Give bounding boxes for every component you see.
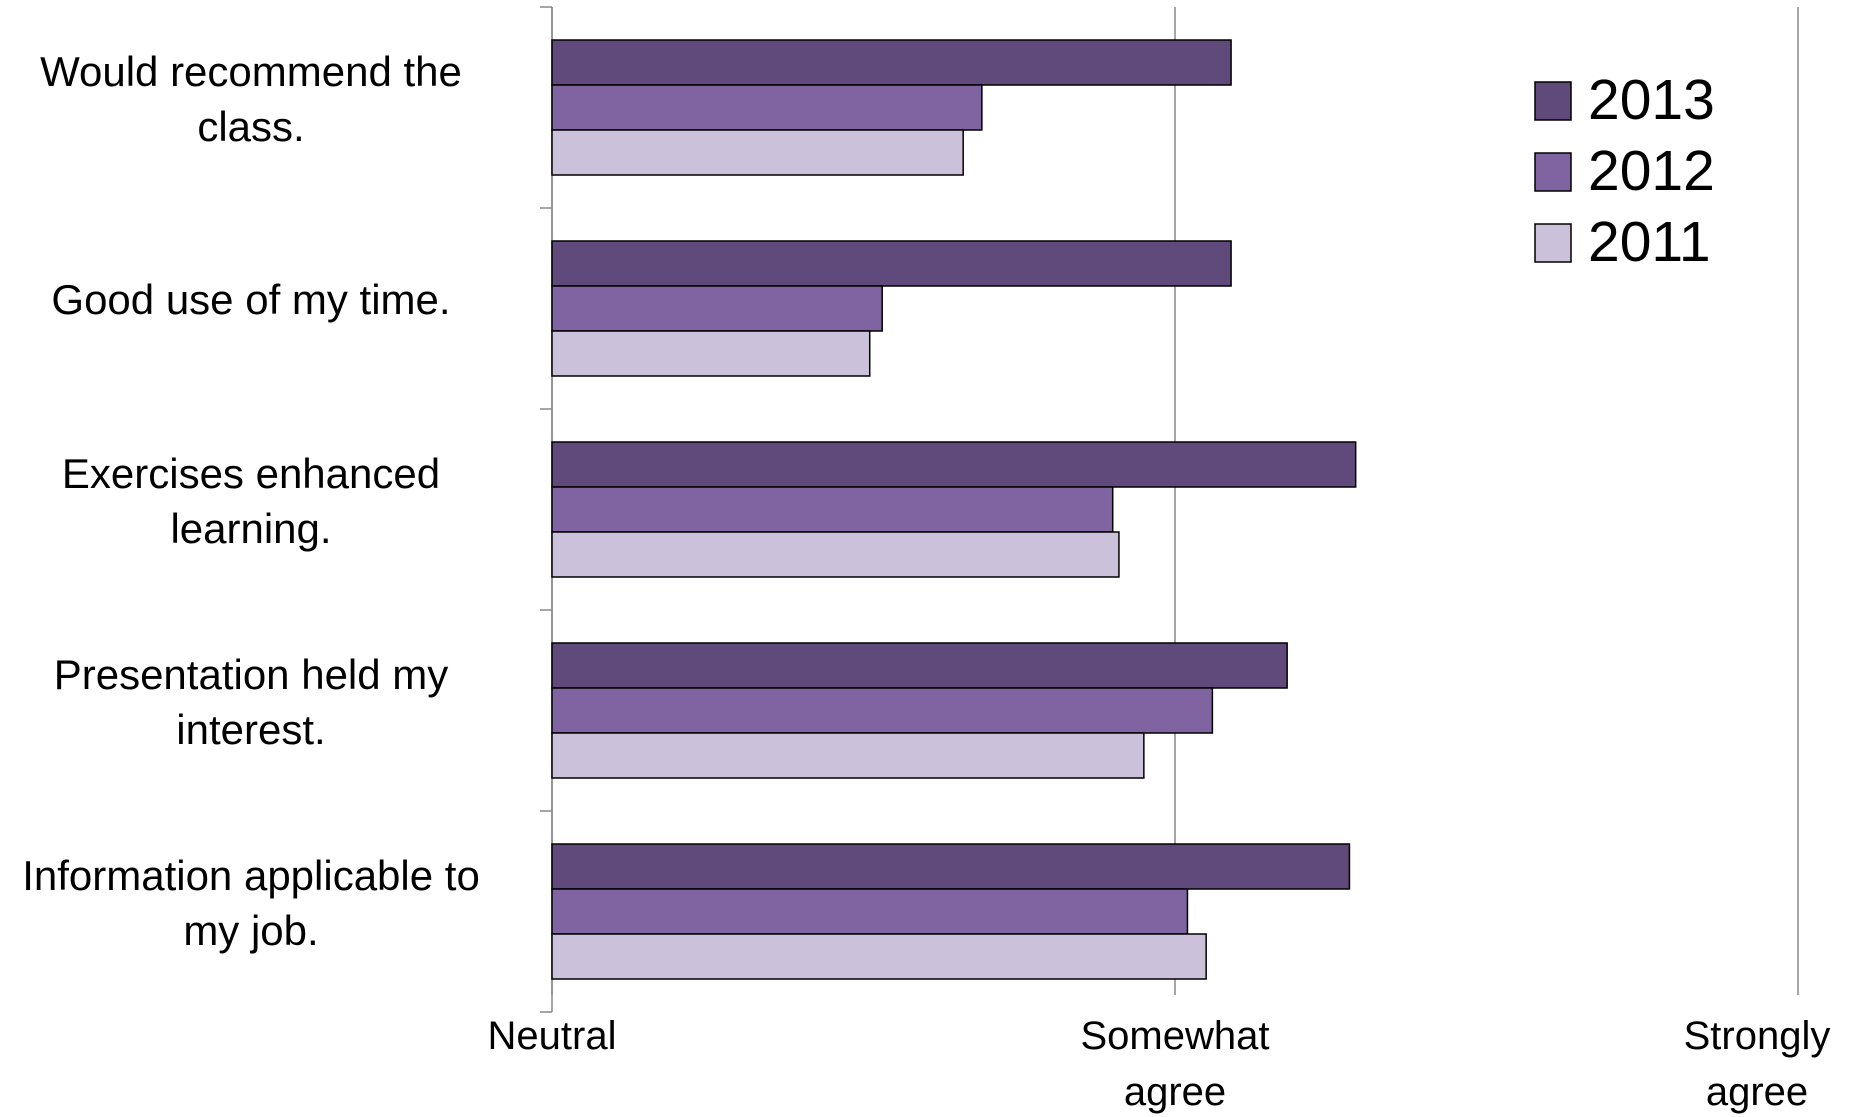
legend-swatch (1534, 223, 1572, 263)
bar (551, 642, 1288, 689)
bar (551, 732, 1145, 779)
bar (551, 330, 871, 377)
bar (551, 486, 1114, 533)
x-tick-label: Neutral (487, 1014, 617, 1058)
bar (551, 531, 1120, 578)
bar (551, 39, 1232, 86)
y-tick-label: Presentation held my interest. (53, 651, 449, 753)
bar (551, 687, 1214, 734)
bar (551, 240, 1232, 287)
bar (551, 129, 964, 176)
bar (551, 843, 1351, 890)
y-tick-label: Information applicable to my job. (22, 852, 480, 954)
bar (551, 888, 1189, 935)
x-tick-label: Somewhat agree (1080, 1014, 1270, 1114)
y-tick-label: Exercises enhanced learning. (61, 450, 441, 552)
bar (551, 84, 983, 131)
y-tick-label: Would recommend the class. (40, 48, 462, 150)
legend-label: 2013 (1588, 68, 1715, 132)
legend-label: 2011 (1588, 210, 1711, 274)
x-tick-label: Strongly agree (1683, 1014, 1831, 1114)
bar (551, 285, 883, 332)
bar (551, 933, 1207, 980)
legend-swatch (1534, 81, 1572, 121)
bar (551, 441, 1357, 488)
legend-label: 2012 (1588, 139, 1715, 203)
legend-swatch (1534, 152, 1572, 192)
y-tick-label: Good use of my time. (51, 276, 451, 323)
